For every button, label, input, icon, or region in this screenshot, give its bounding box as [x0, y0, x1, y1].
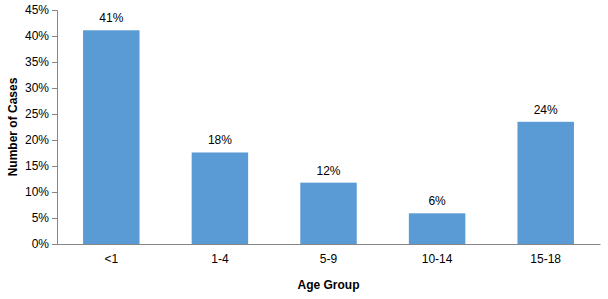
x-tick-label: 5-9 — [320, 252, 338, 266]
y-tick: 45% — [25, 3, 57, 17]
x-tick: <1 — [104, 244, 118, 266]
bar — [517, 122, 573, 244]
y-tick-mark — [52, 244, 57, 245]
x-axis: <1 1-4 5-9 10-14 15-18 — [58, 244, 601, 266]
bar — [83, 30, 139, 244]
y-tick-label: 40% — [25, 29, 49, 43]
y-tick-label: 10% — [25, 185, 49, 199]
y-tick-label: 20% — [25, 133, 49, 147]
bar — [300, 183, 356, 244]
y-tick-label: 25% — [25, 107, 49, 121]
y-tick: 35% — [25, 55, 57, 69]
y-tick-mark — [52, 192, 57, 193]
y-axis-title: Number of Cases — [6, 77, 20, 176]
x-tick: 5-9 — [320, 244, 338, 266]
data-label: 24% — [534, 103, 558, 117]
y-tick-label: 45% — [25, 3, 49, 17]
y-tick: 40% — [25, 29, 57, 43]
x-axis-line — [58, 244, 601, 245]
y-tick-label: 0% — [32, 237, 50, 251]
y-tick: 5% — [32, 211, 57, 225]
y-tick-label: 5% — [32, 211, 50, 225]
x-tick-label: <1 — [104, 252, 118, 266]
plot: 0% 5% 10% 15% 20% 25% 30% 35% 40% 45% <1 1-4 5-9 10-1… — [25, 3, 601, 265]
x-tick-label: 1-4 — [211, 252, 229, 266]
y-tick-label: 15% — [25, 159, 49, 173]
x-tick: 15-18 — [530, 244, 561, 266]
bar — [409, 213, 465, 244]
x-axis-title: Age Group — [298, 278, 360, 292]
y-tick: 30% — [25, 81, 57, 95]
y-tick: 25% — [25, 107, 57, 121]
y-tick-mark — [52, 88, 57, 89]
y-tick-mark — [52, 36, 57, 37]
data-label: 18% — [208, 133, 232, 147]
data-labels: 41% 18% 12% 6% 24% — [99, 11, 558, 208]
x-tick-label: 10-14 — [422, 252, 453, 266]
y-tick-mark — [52, 114, 57, 115]
x-tick: 10-14 — [422, 244, 453, 266]
y-axis: 0% 5% 10% 15% 20% 25% 30% 35% 40% 45% — [25, 3, 58, 251]
y-tick-mark — [52, 10, 57, 11]
y-tick-mark — [52, 62, 57, 63]
data-label: 6% — [428, 194, 446, 208]
y-tick: 20% — [25, 133, 57, 147]
bar — [192, 152, 248, 244]
y-axis-line — [52, 11, 58, 245]
y-tick-mark — [52, 218, 57, 219]
y-tick-mark — [52, 166, 57, 167]
y-tick-label: 30% — [25, 81, 49, 95]
x-tick-label: 15-18 — [530, 252, 561, 266]
data-label: 41% — [99, 11, 123, 25]
y-tick: 0% — [32, 237, 57, 251]
y-tick-mark — [52, 140, 57, 141]
data-label: 12% — [316, 164, 340, 178]
y-tick: 15% — [25, 159, 57, 173]
chart: 0% 5% 10% 15% 20% 25% 30% 35% 40% 45% <1 1-4 5-9 10-1… — [0, 0, 608, 299]
y-tick: 10% — [25, 185, 57, 199]
x-tick: 1-4 — [211, 244, 229, 266]
bars — [83, 30, 574, 244]
y-tick-label: 35% — [25, 55, 49, 69]
